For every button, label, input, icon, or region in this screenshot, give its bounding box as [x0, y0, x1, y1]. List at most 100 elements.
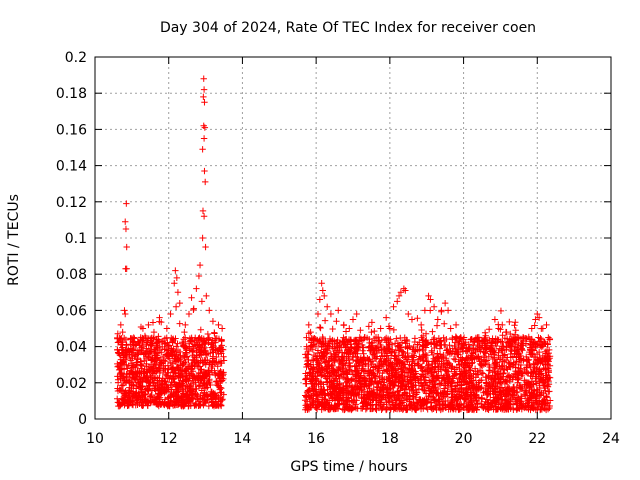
roti-point	[468, 349, 475, 357]
roti-point	[507, 354, 514, 361]
roti-point	[510, 370, 518, 377]
roti-point	[158, 389, 165, 396]
roti-point	[326, 343, 333, 351]
roti-point	[373, 349, 381, 357]
roti-point	[466, 363, 473, 371]
roti-point	[450, 391, 458, 398]
roti-point	[390, 382, 397, 389]
roti-point	[209, 348, 217, 356]
roti-point	[477, 348, 484, 355]
roti-point	[197, 370, 204, 377]
roti-point	[390, 369, 398, 376]
roti-point	[208, 391, 216, 399]
roti-point	[519, 370, 526, 377]
y-tick-label: 0.12	[56, 195, 87, 211]
roti-point	[422, 330, 430, 337]
roti-point	[202, 243, 209, 251]
roti-point	[456, 361, 463, 369]
roti-point	[521, 391, 528, 398]
roti-point	[422, 378, 430, 386]
roti-point	[329, 325, 336, 333]
roti-point	[538, 370, 545, 377]
roti-point	[164, 351, 171, 358]
roti-point	[353, 345, 360, 353]
roti-point	[441, 320, 448, 327]
roti-point	[498, 399, 505, 407]
roti-point	[212, 396, 219, 403]
roti-point	[478, 384, 485, 391]
roti-point	[537, 336, 545, 343]
roti-point	[140, 368, 147, 375]
y-tick-label: 0.06	[56, 303, 87, 319]
roti-point	[353, 310, 360, 318]
roti-point	[433, 322, 441, 329]
roti-point	[519, 347, 526, 354]
roti-point	[330, 382, 337, 390]
roti-point	[458, 377, 466, 385]
roti-point	[404, 377, 411, 385]
roti-point	[320, 341, 327, 348]
roti-point	[149, 319, 157, 326]
roti-point	[126, 354, 134, 362]
roti-point	[455, 395, 462, 402]
roti-point	[390, 405, 398, 412]
roti-point	[180, 390, 187, 397]
roti-point	[122, 225, 130, 233]
roti-point	[417, 321, 425, 329]
roti-point	[440, 382, 448, 389]
roti-point	[115, 366, 123, 374]
roti-point	[506, 398, 514, 405]
roti-point	[387, 352, 395, 359]
roti-point	[389, 390, 396, 397]
roti-point	[404, 345, 411, 352]
roti-point	[530, 367, 537, 375]
roti-point	[119, 328, 126, 336]
roti-point	[144, 387, 152, 394]
roti-point	[129, 375, 137, 383]
roti-point	[330, 368, 338, 375]
roti-point	[532, 393, 539, 400]
roti-point	[172, 303, 180, 310]
roti-point	[512, 319, 519, 326]
roti-point	[489, 369, 497, 376]
roti-point	[545, 334, 552, 341]
roti-point	[317, 324, 324, 332]
roti-point	[189, 336, 196, 344]
roti-point	[393, 356, 400, 364]
roti-point	[546, 402, 553, 410]
roti-point	[153, 395, 160, 403]
roti-point	[359, 399, 367, 406]
roti-point	[442, 393, 449, 400]
x-tick-label: 18	[381, 431, 399, 447]
roti-point	[220, 353, 227, 360]
roti-point	[447, 402, 455, 410]
roti-point	[339, 368, 347, 375]
roti-point	[193, 395, 201, 402]
roti-point	[402, 386, 409, 393]
roti-point	[486, 345, 493, 353]
roti-point	[386, 375, 393, 382]
roti-point	[115, 402, 122, 410]
roti-point	[386, 380, 394, 388]
roti-point	[125, 370, 133, 378]
roti-point	[546, 362, 554, 370]
roti-point	[408, 316, 416, 323]
roti-point	[308, 380, 315, 387]
roti-point	[138, 388, 145, 395]
roti-point	[133, 356, 141, 363]
roti-point	[126, 384, 133, 391]
roti-point	[490, 394, 497, 401]
roti-point	[478, 394, 486, 402]
roti-point	[376, 337, 383, 345]
roti-point	[118, 370, 125, 377]
roti-point	[173, 398, 180, 406]
roti-point	[484, 405, 491, 413]
roti-point	[202, 397, 209, 404]
roti-point	[194, 396, 202, 403]
roti-point	[156, 386, 163, 393]
roti-point	[342, 328, 350, 335]
roti-point	[128, 350, 135, 358]
roti-point	[409, 356, 416, 363]
roti-point	[156, 314, 163, 321]
roti-point	[165, 399, 172, 406]
